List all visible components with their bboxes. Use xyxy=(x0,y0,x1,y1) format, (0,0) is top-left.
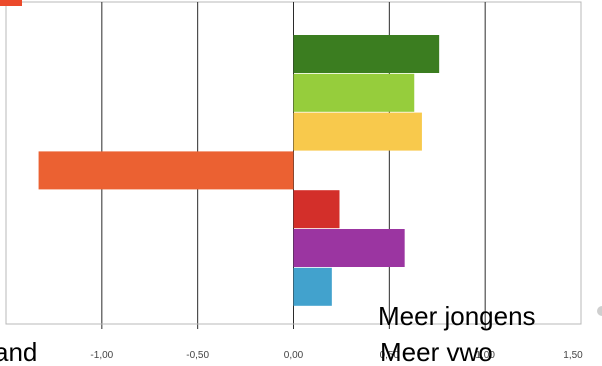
x-tick-label: 0,00 xyxy=(284,350,304,361)
x-tick-label: 1,00 xyxy=(475,350,495,361)
bar xyxy=(293,112,422,151)
bar xyxy=(38,151,294,190)
annotation-meer-vwo: Meer vwo xyxy=(380,337,493,366)
annotation-meer-jongens: Meer jongens xyxy=(378,301,536,331)
x-tick-label: 0,50 xyxy=(380,350,400,361)
title-fragment xyxy=(0,0,22,6)
bar xyxy=(293,35,440,73)
bar xyxy=(293,267,332,306)
bar xyxy=(293,73,415,112)
x-tick-label: -1,00 xyxy=(90,350,113,361)
x-tick-label: 1,50 xyxy=(563,350,583,361)
x-tick-label: -0,50 xyxy=(186,350,209,361)
bar xyxy=(293,190,340,229)
bar xyxy=(293,229,405,267)
x-tick-labels: -1,00 -0,50 0,00 0,50 1,00 1,50 xyxy=(90,350,583,361)
partial-label-left: and xyxy=(0,337,37,366)
bars xyxy=(38,35,440,306)
cut-off-glyph xyxy=(597,306,602,316)
